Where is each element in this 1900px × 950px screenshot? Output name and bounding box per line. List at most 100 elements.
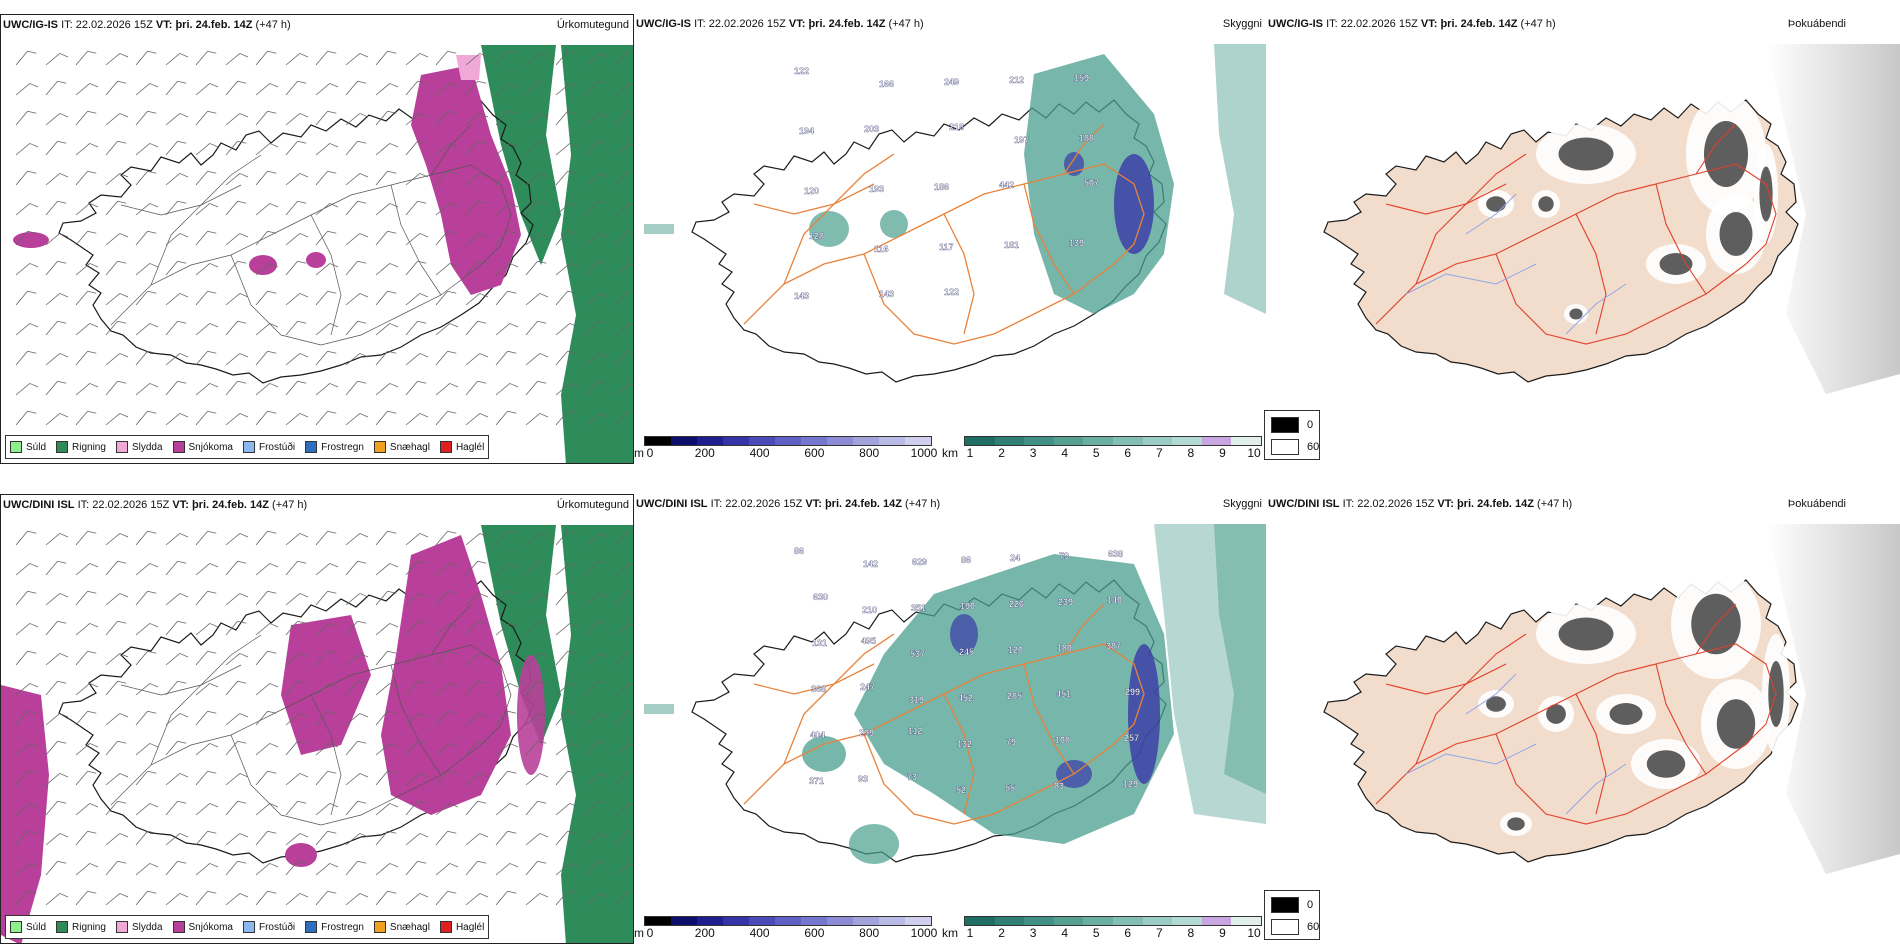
barb-feather: [117, 140, 127, 144]
barb-feather: [29, 863, 39, 868]
colorbar-tick-label: 0: [646, 446, 654, 460]
road-line: [120, 154, 262, 216]
it-label: IT:: [710, 498, 723, 510]
legend-label: Haglél: [455, 441, 485, 453]
barb-shaft: [315, 770, 328, 786]
barb-shaft: [375, 383, 391, 396]
barb-feather: [447, 350, 457, 354]
barb-feather: [599, 113, 609, 118]
barb-feather: [297, 560, 307, 564]
barb-shaft: [345, 560, 358, 576]
visibility-area: [880, 210, 908, 238]
colorbar-segment: [697, 917, 723, 925]
barb-feather: [27, 650, 37, 654]
barb-shaft: [495, 803, 511, 816]
barb-shaft: [195, 263, 211, 276]
barb-shaft: [495, 623, 511, 636]
colorbar-segment: [1053, 917, 1084, 925]
wind-barb: [285, 653, 309, 666]
barb-feather: [327, 830, 337, 834]
wind-barb: [435, 770, 457, 786]
road-line: [310, 214, 342, 336]
barb-shaft: [465, 353, 481, 366]
colorbar-segment: [1083, 437, 1113, 445]
barb-shaft: [285, 53, 301, 66]
colorbar-tick-label: 8: [1187, 446, 1195, 460]
legend-swatch: [10, 921, 22, 933]
barb-feather: [179, 113, 189, 118]
precip-legend-item: Snjókoma: [172, 921, 233, 933]
colorbar-strip: [644, 916, 932, 926]
river-line: [1405, 263, 1537, 295]
iceland-landmass: [1323, 94, 1799, 383]
wind-barb: [135, 170, 157, 186]
wind-barb: [75, 230, 97, 246]
barb-feather: [269, 683, 279, 688]
colorbar-tick-label: 400: [749, 446, 770, 460]
barb-shaft: [285, 773, 301, 786]
wind-barb: [375, 590, 397, 606]
barb-shaft: [555, 110, 568, 126]
barb-shaft: [135, 830, 148, 846]
barb-feather: [29, 803, 39, 808]
barb-shaft: [615, 143, 631, 156]
barb-shaft: [75, 383, 91, 396]
barb-feather: [449, 623, 459, 628]
barb-shaft: [165, 833, 181, 846]
road-line: [943, 213, 975, 335]
wind-barb: [435, 323, 459, 336]
wind-barb: [195, 830, 217, 846]
barb-feather: [329, 143, 339, 148]
barb-feather: [297, 680, 307, 684]
ceiling-area: [1114, 154, 1154, 254]
wind-barb: [525, 860, 547, 876]
barb-shaft: [225, 320, 238, 336]
barb-shaft: [435, 263, 451, 276]
barb-feather: [387, 710, 397, 714]
barb-feather: [387, 50, 397, 54]
wind-barb: [225, 353, 249, 366]
barb-shaft: [75, 110, 88, 126]
barb-shaft: [135, 410, 148, 426]
wind-barb: [15, 830, 37, 846]
it-label: IT:: [77, 499, 90, 511]
barb-shaft: [525, 200, 538, 216]
wind-barb: [165, 800, 187, 816]
wind-barb: [465, 833, 489, 846]
barb-shaft: [105, 680, 118, 696]
wind-barb: [525, 773, 549, 786]
wind-barb: [45, 173, 69, 186]
barb-shaft: [585, 260, 598, 276]
barb-feather: [537, 620, 547, 624]
wind-barb: [285, 233, 309, 246]
colorbar-strip: [964, 436, 1262, 446]
wind-barb: [405, 53, 429, 66]
road-line: [783, 183, 875, 285]
barb-shaft: [255, 743, 271, 756]
wind-barb: [285, 833, 309, 846]
barb-shaft: [465, 173, 481, 186]
it-label: IT:: [61, 19, 73, 31]
barb-shaft: [585, 140, 598, 156]
road-line: [1695, 603, 1737, 655]
barb-feather: [507, 290, 517, 294]
legend-swatch: [56, 441, 69, 453]
barb-feather: [509, 143, 519, 148]
barb-feather: [329, 623, 339, 628]
barb-shaft: [45, 893, 61, 906]
wind-barb: [135, 710, 157, 726]
barb-shaft: [285, 593, 301, 606]
ceiling-label: 143: [879, 289, 894, 299]
barb-feather: [627, 50, 633, 54]
wind-barb: [345, 320, 367, 336]
wind-barb: [405, 233, 429, 246]
fog-legend-row: 0: [1271, 417, 1313, 433]
barb-feather: [89, 83, 99, 88]
barb-feather: [149, 323, 159, 328]
barb-feather: [89, 863, 99, 868]
barb-feather: [237, 380, 247, 384]
barb-feather: [629, 263, 633, 268]
barb-feather: [327, 230, 337, 234]
barb-shaft: [315, 170, 328, 186]
